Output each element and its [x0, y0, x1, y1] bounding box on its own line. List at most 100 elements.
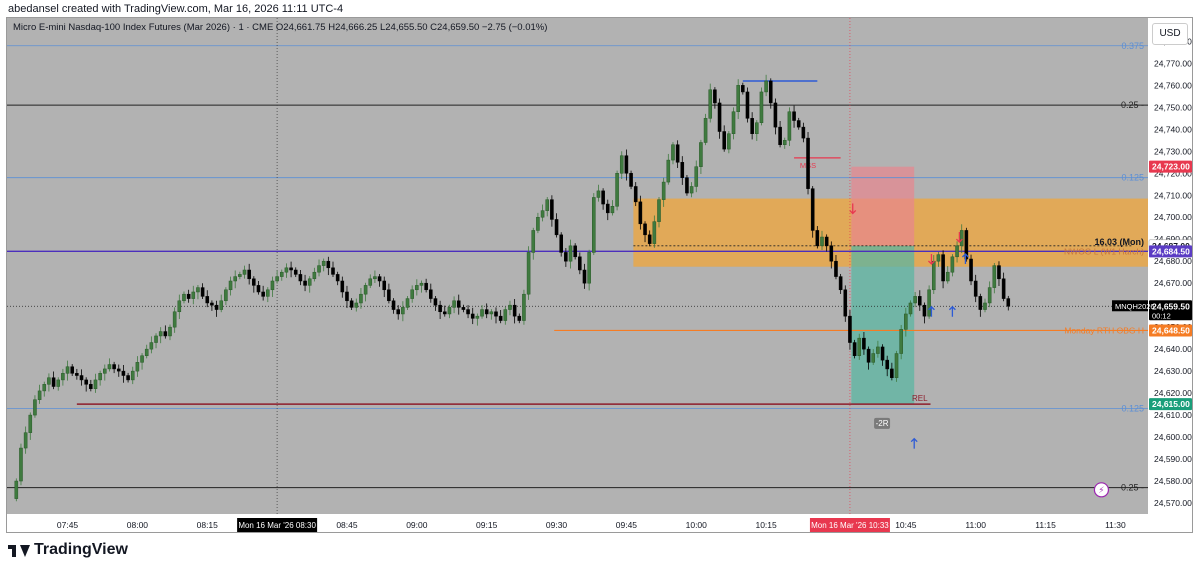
candle — [275, 276, 279, 282]
candle — [396, 309, 400, 315]
time-tick: 08:45 — [336, 520, 358, 530]
candle — [126, 375, 130, 381]
candle — [810, 188, 815, 231]
candle — [373, 276, 377, 280]
price-tag-label: 24,723.00 — [1152, 162, 1190, 172]
candle — [284, 267, 289, 273]
candle — [685, 177, 689, 194]
candle — [224, 289, 228, 302]
candle — [871, 353, 876, 363]
candle — [47, 377, 51, 385]
candle — [512, 304, 517, 317]
candle — [144, 348, 149, 356]
candle — [890, 368, 894, 378]
candle — [326, 260, 331, 269]
tradingview-logo-icon — [8, 543, 30, 557]
candle — [154, 335, 158, 343]
candle — [959, 230, 964, 247]
buy-arrow-icon — [927, 305, 935, 317]
candle — [913, 296, 917, 304]
price-tag — [1149, 245, 1192, 258]
candle — [293, 269, 298, 275]
candle — [950, 256, 955, 273]
candle — [266, 289, 270, 297]
tradingview-logo[interactable]: TradingView — [8, 541, 128, 559]
candle — [638, 201, 643, 225]
time-tick: 09:45 — [616, 520, 638, 530]
candle — [768, 80, 773, 104]
candle — [694, 166, 699, 187]
candle — [550, 199, 554, 220]
candle — [70, 366, 74, 374]
candle — [168, 326, 172, 337]
time-tag — [237, 518, 318, 532]
price-tag-label: 24,684.50 — [1152, 246, 1190, 256]
candle — [582, 269, 587, 284]
candle — [261, 291, 265, 297]
candle — [931, 260, 936, 291]
candle — [377, 276, 382, 282]
candle — [778, 126, 782, 145]
candle — [536, 216, 540, 231]
candle — [84, 379, 88, 385]
candle — [89, 384, 93, 389]
price-tick: 24,610.00 — [1154, 410, 1192, 420]
candle — [331, 267, 335, 275]
price-tick: 24,720.00 — [1154, 168, 1192, 178]
currency-button[interactable]: USD — [1152, 23, 1188, 45]
candle — [508, 304, 512, 310]
candle — [838, 276, 843, 291]
candle — [652, 221, 657, 244]
time-tick: 08:15 — [197, 520, 219, 530]
candle — [196, 287, 200, 293]
candle — [787, 111, 792, 141]
candle — [587, 252, 591, 284]
candle — [340, 280, 345, 293]
candle — [1006, 298, 1011, 307]
symbol-tag-label: MNQH2026 — [1115, 302, 1155, 311]
buy-arrow-icon — [948, 305, 956, 317]
candle — [792, 111, 796, 121]
candle — [727, 133, 731, 150]
chart-panel[interactable]: 0.375 0.25 - 0.125 0.125 0.25 - 16.03 (Mon) Mo… — [6, 17, 1193, 533]
candle — [643, 223, 647, 236]
candle — [731, 111, 736, 134]
price-chart[interactable]: 0.375 0.25 - 0.125 0.125 0.25 - 16.03 (Mon) Mo… — [7, 18, 1193, 533]
candle — [908, 302, 913, 315]
candle — [666, 159, 671, 183]
candle — [140, 355, 144, 363]
reward-zone — [851, 245, 915, 405]
candle — [498, 315, 503, 321]
candle — [922, 304, 927, 317]
candle — [629, 173, 633, 187]
buy-arrow-icon — [961, 253, 969, 265]
candle — [862, 337, 866, 350]
time-tag — [809, 518, 890, 532]
candle — [345, 291, 349, 302]
price-tag — [1149, 300, 1192, 321]
candle — [354, 302, 359, 308]
candle — [540, 210, 545, 218]
candle — [573, 245, 577, 258]
candle — [857, 337, 862, 356]
price-axis — [1148, 18, 1192, 532]
price-tick: 24,590.00 — [1154, 454, 1192, 464]
candle — [759, 91, 764, 123]
candle — [289, 267, 293, 271]
candle — [65, 366, 70, 374]
candle — [750, 118, 754, 134]
risk-zone — [851, 166, 915, 246]
candle — [936, 254, 941, 262]
candle — [596, 190, 601, 198]
candle — [633, 186, 638, 203]
candle — [675, 144, 680, 163]
time-tick: 09:00 — [406, 520, 428, 530]
candle — [419, 282, 424, 286]
price-tag — [1149, 324, 1192, 337]
candle — [321, 260, 326, 266]
candle — [796, 120, 801, 128]
candle — [466, 309, 470, 315]
candle — [382, 280, 387, 291]
candle — [307, 278, 312, 286]
candle — [657, 199, 661, 222]
